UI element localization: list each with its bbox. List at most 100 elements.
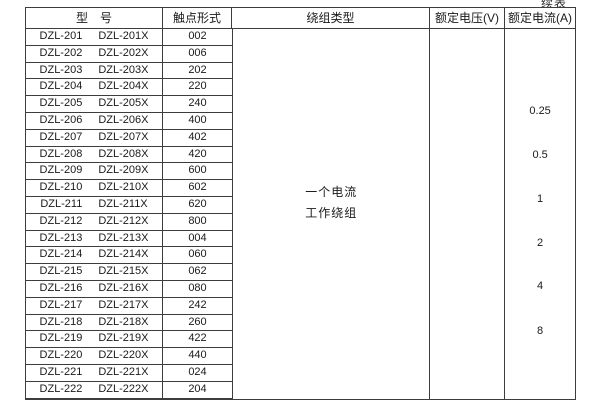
table-row: DZL-203 DZL-203X 202 [26, 62, 232, 80]
model-cell: DZL-218 DZL-218X [26, 315, 162, 331]
contact-form-cell: 002 [162, 29, 232, 45]
model-cell: DZL-211 DZL-211X [26, 197, 162, 213]
table-row: DZL-214 DZL-214X 060 [26, 247, 232, 265]
rated-current-value: 0.25 [529, 105, 551, 117]
header-model: 型 号 [75, 11, 112, 25]
table-header-row: 型 号 触点形式 绕组类型 额定电压(V) 额定电流(A) [26, 8, 575, 29]
model-number: DZL-222 [39, 382, 83, 395]
contact-form-cell: 060 [162, 247, 232, 264]
model-cell: DZL-214 DZL-214X [26, 247, 162, 263]
rated-current-value: 4 [537, 280, 544, 292]
model-number-x: DZL-208X [98, 147, 149, 160]
model-number: DZL-215 [39, 265, 83, 278]
model-number: DZL-202 [39, 46, 83, 59]
model-number: DZL-206 [39, 113, 83, 126]
model-number-x: DZL-209X [98, 164, 149, 177]
model-cell: DZL-213 DZL-213X [26, 231, 162, 247]
model-number: DZL-214 [39, 248, 83, 261]
model-number: DZL-213 [39, 231, 83, 244]
model-cell: DZL-212 DZL-212X [26, 214, 162, 230]
contact-form-cell: 420 [162, 146, 232, 163]
model-number-x: DZL-222X [98, 382, 149, 395]
model-number: DZL-205 [39, 97, 83, 110]
table-row: DZL-222 DZL-222X 204 [26, 381, 232, 399]
model-cell: DZL-219 DZL-219X [26, 331, 162, 347]
model-number-x: DZL-213X [98, 231, 149, 244]
model-number: DZL-221 [39, 365, 83, 378]
model-cell: DZL-221 DZL-221X [26, 365, 162, 381]
contact-form-cell: 080 [162, 280, 232, 297]
table-row: DZL-216 DZL-216X 080 [26, 280, 232, 298]
model-number-x: DZL-216X [98, 281, 149, 294]
model-number-x: DZL-215X [98, 265, 149, 278]
model-number-x: DZL-219X [98, 332, 149, 345]
model-number-x: DZL-203X [98, 63, 149, 76]
rated-current-value: 1 [537, 193, 544, 205]
continued-table-label: 续表 [541, 0, 568, 10]
table-row: DZL-217 DZL-217X 242 [26, 297, 232, 315]
contact-form-cell: 422 [162, 331, 232, 348]
winding-type-text: 一个电流 工作绕组 [233, 182, 429, 224]
contact-form-cell: 240 [162, 96, 232, 112]
model-number-x: DZL-214X [98, 248, 149, 261]
model-number: DZL-218 [39, 315, 83, 328]
header-winding-type: 绕组类型 [231, 8, 429, 28]
model-number: DZL-219 [39, 332, 83, 345]
table-row: DZL-213 DZL-213X 004 [26, 230, 232, 248]
table-row: DZL-218 DZL-218X 260 [26, 314, 232, 332]
model-number: DZL-207 [39, 130, 83, 143]
contact-form-cell: 440 [162, 348, 232, 364]
model-cell: DZL-201 DZL-201X [26, 29, 162, 45]
model-number: DZL-203 [39, 63, 83, 76]
rated-current-cell: 0.25 0.5 1 2 4 8 [504, 29, 575, 399]
model-cell: DZL-209 DZL-209X [26, 163, 162, 179]
contact-form-cell: 024 [162, 364, 232, 381]
model-cell: DZL-210 DZL-210X [26, 180, 162, 196]
contact-form-cell: 402 [162, 129, 232, 146]
rated-current-value: 2 [537, 237, 544, 249]
contact-form-cell: 204 [162, 381, 232, 398]
model-number-x: DZL-217X [98, 298, 149, 311]
model-number: DZL-217 [39, 298, 83, 311]
model-cell: DZL-217 DZL-217X [26, 298, 162, 314]
model-number-x: DZL-201X [98, 30, 149, 42]
model-cell: DZL-220 DZL-220X [26, 348, 162, 364]
model-contact-rows: DZL-201 DZL-201X 002 DZL-202 DZL-202X 00… [26, 29, 232, 399]
contact-form-cell: 260 [162, 314, 232, 331]
model-number-x: DZL-206X [98, 113, 149, 126]
model-number: DZL-212 [39, 214, 83, 227]
model-number: DZL-216 [39, 281, 83, 294]
winding-type-cell: 一个电流 工作绕组 [232, 29, 429, 399]
table-row: DZL-212 DZL-212X 800 [26, 213, 232, 231]
model-cell: DZL-222 DZL-222X [26, 382, 162, 398]
table-row: DZL-221 DZL-221X 024 [26, 364, 232, 382]
contact-form-cell: 800 [162, 213, 232, 230]
winding-type-line-2: 工作绕组 [305, 206, 358, 220]
contact-form-cell: 600 [162, 163, 232, 180]
model-cell: DZL-204 DZL-204X [26, 79, 162, 95]
header-rated-voltage: 额定电压(V) [429, 8, 504, 28]
table-row: DZL-205 DZL-205X 240 [26, 96, 232, 113]
table-row: DZL-215 DZL-215X 062 [26, 264, 232, 281]
model-number-x: DZL-218X [98, 315, 149, 328]
model-cell: DZL-205 DZL-205X [26, 96, 162, 112]
contact-form-cell: 400 [162, 112, 232, 129]
table-row: DZL-201 DZL-201X 002 [26, 29, 232, 46]
model-number: DZL-209 [39, 164, 83, 177]
model-number-x: DZL-221X [98, 365, 149, 378]
table-row: DZL-206 DZL-206X 400 [26, 112, 232, 130]
rated-voltage-cell [429, 29, 504, 399]
model-number: DZL-210 [39, 181, 83, 194]
contact-form-cell: 242 [162, 297, 232, 314]
table-row: DZL-204 DZL-204X 220 [26, 79, 232, 97]
table-row: DZL-202 DZL-202X 006 [26, 45, 232, 63]
model-number-x: DZL-211X [98, 197, 148, 210]
contact-form-cell: 062 [162, 264, 232, 280]
model-cell: DZL-216 DZL-216X [26, 281, 162, 297]
model-number-x: DZL-205X [98, 97, 149, 110]
table-row: DZL-219 DZL-219X 422 [26, 331, 232, 349]
contact-form-cell: 620 [162, 196, 232, 213]
model-number: DZL-208 [39, 147, 83, 160]
model-cell: DZL-215 DZL-215X [26, 264, 162, 280]
